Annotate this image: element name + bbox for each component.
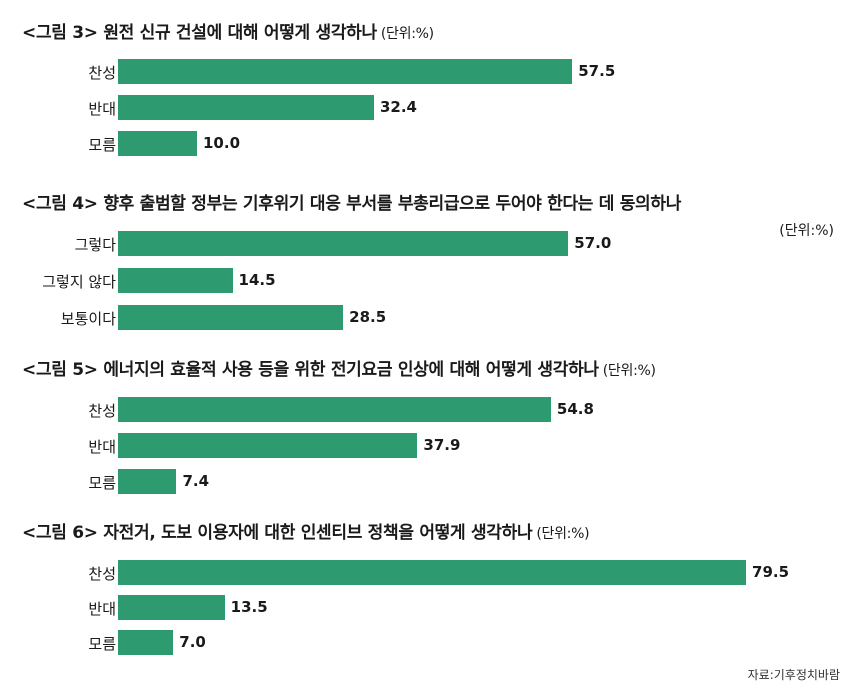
chart-2-category-2: 그렇지 않다 xyxy=(42,273,116,291)
chart-3-bar-1 xyxy=(118,397,551,422)
chart-2-bar-2 xyxy=(118,268,233,293)
chart-1-value-2: 32.4 xyxy=(379,98,417,116)
chart-4-unit: (단위:%) xyxy=(536,526,590,542)
chart-2-value-3: 28.5 xyxy=(349,308,387,326)
chart-4-value-2: 13.5 xyxy=(230,598,268,616)
chart-3-value-1: 54.8 xyxy=(556,400,594,418)
chart-2-unit: (단위:%) xyxy=(779,223,834,239)
chart-4-bar-1 xyxy=(118,560,747,585)
chart-1-bar-1 xyxy=(118,59,573,84)
chart-1-category-1: 찬성 xyxy=(88,64,116,82)
chart-4-title: <그림 6> 자전거, 도보 이용자에 대한 인센티브 정책을 어떻게 생각하나… xyxy=(22,518,590,543)
chart-3-category-2: 반대 xyxy=(88,438,116,456)
chart-3-bar-2 xyxy=(118,433,418,458)
chart-2-value-1: 57.0 xyxy=(574,234,612,252)
chart-2-bar-3 xyxy=(118,305,344,330)
chart-4-value-3: 7.0 xyxy=(179,633,206,651)
chart-4-value-1: 79.5 xyxy=(752,563,790,581)
chart-3-value-3: 7.4 xyxy=(182,472,210,490)
chart-3-value-2: 37.9 xyxy=(423,436,461,454)
chart-1-category-2: 반대 xyxy=(88,100,116,118)
chart-4-category-2: 반대 xyxy=(88,600,116,618)
chart-4-bar-3 xyxy=(118,630,174,655)
chart-4-category-1: 찬성 xyxy=(88,565,116,583)
chart-3-title: <그림 5> 에너지의 효율적 사용 등을 위한 전기요금 인상에 대해 어떻게… xyxy=(22,355,656,380)
chart-1-category-3: 모름 xyxy=(88,136,116,154)
chart-1-title: <그림 3> 원전 신규 건설에 대해 어떻게 생각하나 (단위:%) xyxy=(22,18,434,43)
chart-1-value-3: 10.0 xyxy=(203,134,241,152)
chart-3-bar-3 xyxy=(118,469,177,494)
chart-3-unit: (단위:%) xyxy=(602,363,656,379)
chart-4-title-text: <그림 6> 자전거, 도보 이용자에 대한 인센티브 정책을 어떻게 생각하나 xyxy=(22,523,533,543)
chart-2-category-1: 그렇다 xyxy=(74,236,116,254)
chart-3-category-3: 모름 xyxy=(88,474,116,492)
chart-2-title: <그림 4> 향후 출범할 정부는 기후위기 대응 부서를 부총리급으로 두어야… xyxy=(22,194,682,214)
chart-1-bar-2 xyxy=(118,95,374,120)
chart-3-category-1: 찬성 xyxy=(88,402,116,420)
chart-3-title-text: <그림 5> 에너지의 효율적 사용 등을 위한 전기요금 인상에 대해 어떻게… xyxy=(22,360,599,380)
chart-1-title-text: <그림 3> 원전 신규 건설에 대해 어떻게 생각하나 xyxy=(22,23,377,43)
chart-2-category-3: 보통이다 xyxy=(60,310,116,328)
chart-2-bar-1 xyxy=(118,231,569,256)
chart-1-value-1: 57.5 xyxy=(578,62,616,80)
chart-1-unit: (단위:%) xyxy=(380,26,434,42)
chart-4-category-3: 모름 xyxy=(88,635,116,653)
source-note: 자료:기후정치바람 xyxy=(747,668,840,682)
chart-1-bar-3 xyxy=(118,131,197,156)
chart-4-bar-2 xyxy=(118,595,225,620)
chart-2-value-2: 14.5 xyxy=(238,271,276,289)
